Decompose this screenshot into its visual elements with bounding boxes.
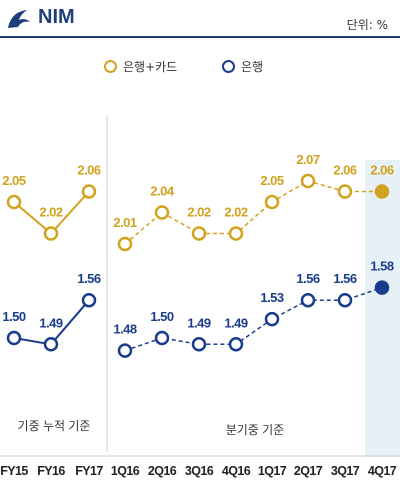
- legend-marker-icon: [104, 59, 117, 73]
- data-point: [154, 205, 170, 220]
- data-label: 2.06: [333, 163, 357, 178]
- chart-title: NIM: [38, 6, 75, 28]
- data-point: [337, 184, 353, 199]
- data-label: 2.05: [260, 173, 284, 188]
- group-label-cumulative: 기중 누적 기준: [18, 419, 91, 433]
- data-point: [43, 226, 59, 241]
- group-label-quarterly: 분기중 기준: [226, 423, 285, 437]
- data-label: 1.50: [150, 309, 174, 324]
- data-label: 1.48: [113, 322, 137, 337]
- data-point: [6, 330, 22, 346]
- data-point: [117, 236, 133, 252]
- data-label: 1.49: [39, 315, 63, 330]
- data-label: 1.53: [260, 290, 284, 305]
- data-point: [6, 194, 22, 210]
- header-divider: [0, 36, 400, 38]
- data-label: 2.02: [187, 205, 211, 220]
- data-label: 1.56: [296, 271, 320, 286]
- data-point: [81, 292, 97, 308]
- legend-marker-icon: [222, 59, 235, 73]
- data-label: 2.07: [296, 152, 320, 167]
- data-label: 1.56: [77, 271, 101, 286]
- data-point: [300, 292, 316, 308]
- data-label: 2.06: [370, 163, 394, 178]
- x-tick-label: 1Q16: [111, 464, 140, 478]
- data-label: 2.02: [224, 205, 248, 220]
- legend-item-bank-card: 은행+카드: [104, 56, 177, 76]
- legend-item-bank: 은행: [222, 56, 263, 76]
- x-tick-label: FY15: [0, 464, 28, 478]
- data-point: [117, 343, 133, 358]
- unit-label: 단위: %: [346, 18, 388, 32]
- x-tick-label: 3Q17: [331, 464, 360, 478]
- data-label: 2.05: [2, 173, 26, 188]
- chart-legend: 은행+카드 은행: [0, 56, 400, 76]
- data-label: 2.06: [77, 163, 101, 178]
- data-point: [300, 173, 316, 189]
- x-tick-label: 4Q17: [368, 464, 397, 478]
- x-tick-label: FY17: [75, 464, 103, 478]
- data-point: [264, 311, 280, 327]
- data-point: [191, 226, 207, 241]
- data-point: [228, 226, 244, 241]
- data-label: 1.50: [2, 309, 26, 324]
- data-point: [337, 292, 353, 308]
- data-point: [191, 337, 207, 352]
- data-label: 1.49: [187, 315, 211, 330]
- x-tick-label: 1Q17: [258, 464, 287, 478]
- data-point: [374, 280, 390, 295]
- data-label: 1.56: [333, 271, 357, 286]
- data-label: 2.02: [39, 205, 63, 220]
- legend-label: 은행: [241, 59, 264, 74]
- logo-icon: [8, 10, 30, 28]
- data-point: [154, 330, 170, 346]
- data-point: [374, 184, 390, 199]
- data-label: 1.49: [224, 315, 248, 330]
- data-label: 1.58: [370, 259, 394, 274]
- data-point: [43, 337, 59, 352]
- chart-header: NIM 단위: %: [0, 0, 400, 38]
- highlight-band: [365, 160, 400, 457]
- data-point: [81, 184, 97, 199]
- x-tick-label: 3Q16: [185, 464, 214, 478]
- x-tick-label: 2Q17: [294, 464, 323, 478]
- x-tick-label: 4Q16: [222, 464, 251, 478]
- data-label: 2.01: [113, 215, 137, 230]
- legend-label: 은행+카드: [123, 59, 178, 74]
- x-tick-label: FY16: [37, 464, 65, 478]
- data-point: [264, 194, 280, 210]
- x-tick-label: 2Q16: [148, 464, 177, 478]
- data-point: [228, 337, 244, 352]
- data-label: 2.04: [150, 184, 175, 199]
